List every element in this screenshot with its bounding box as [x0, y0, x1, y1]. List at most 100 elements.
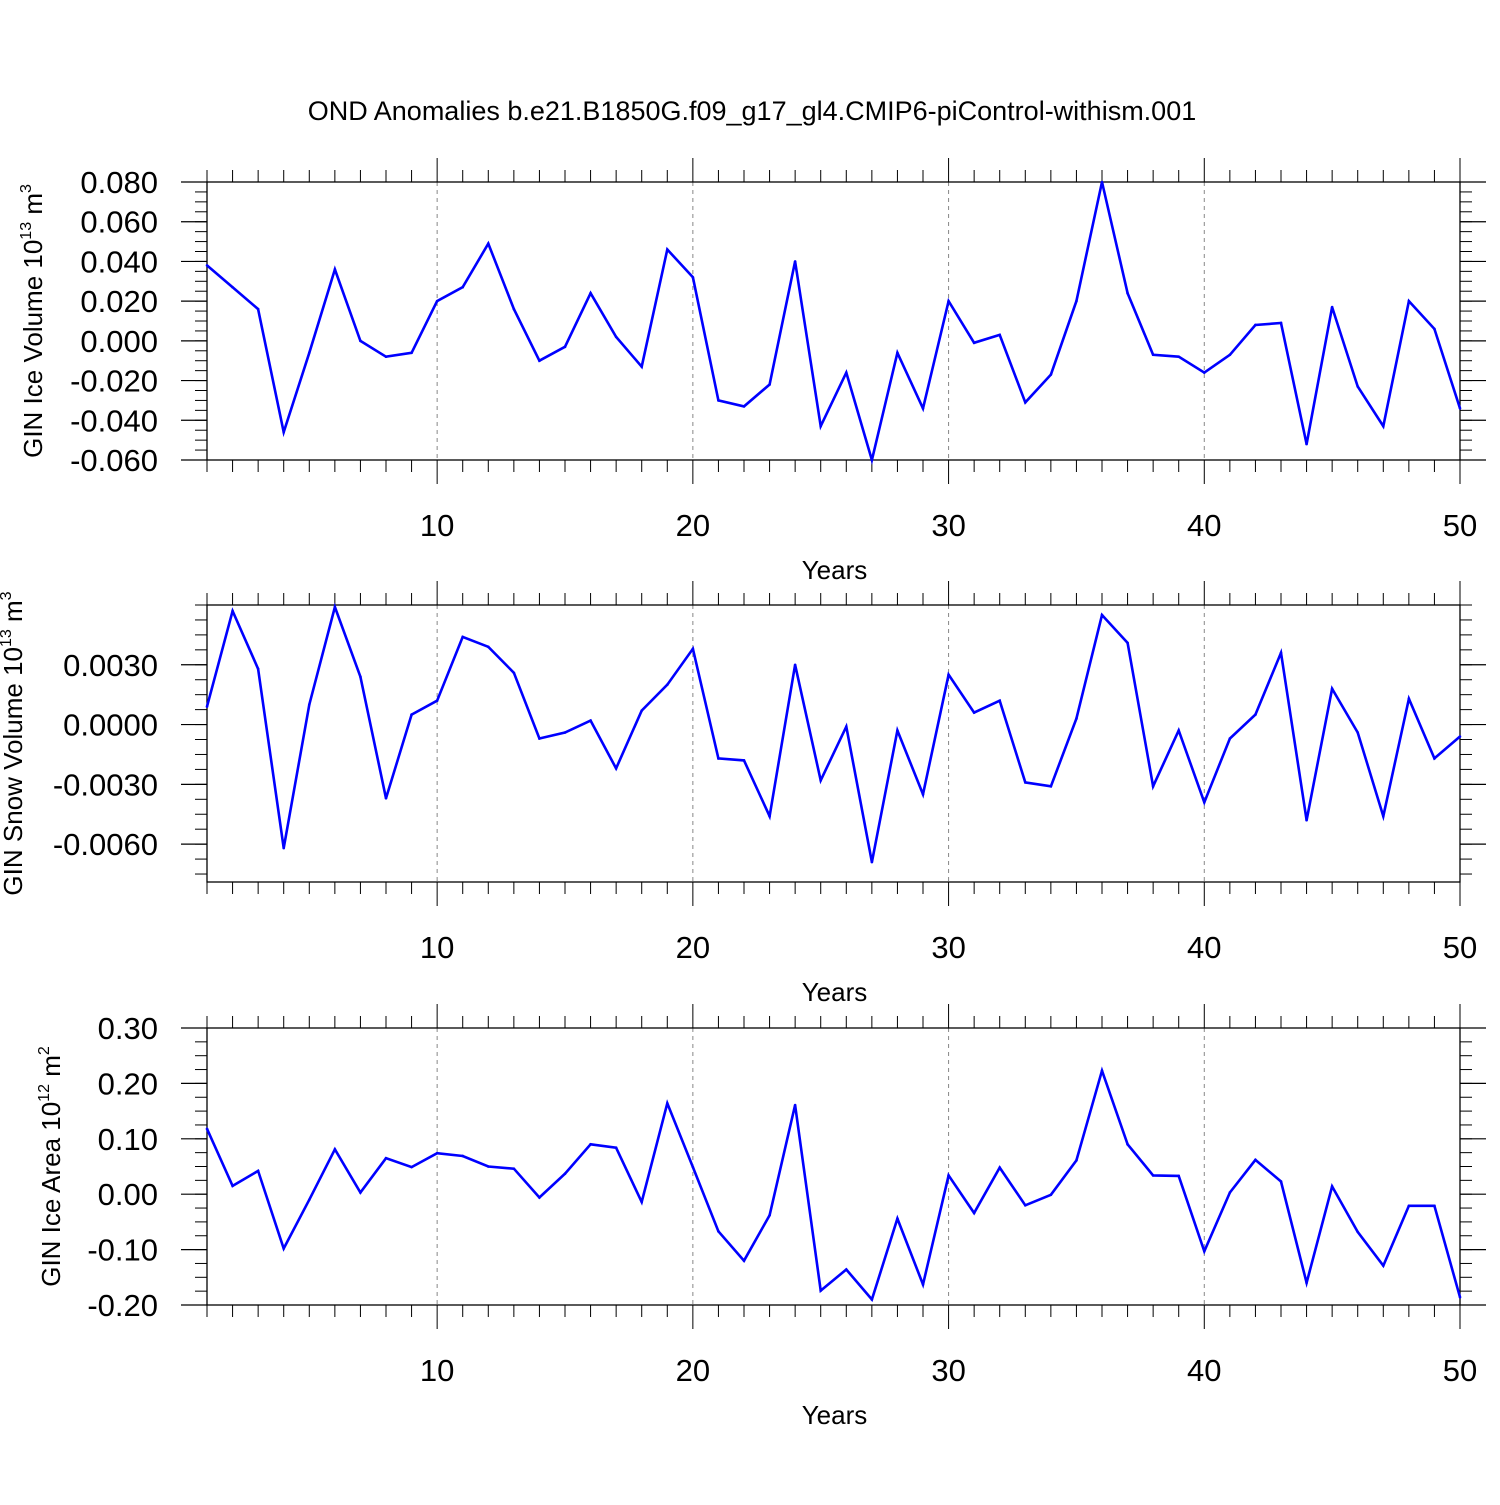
data-point	[870, 860, 874, 864]
panel-1: 10 20 30 40 50 -0.060 -0.040 -0.020 0.000 0.020 0.…	[18, 158, 1486, 585]
y-tick-label: 0.0030	[63, 648, 158, 683]
y-tick-label: 0.040	[80, 244, 158, 279]
data-point	[563, 731, 567, 734]
data-point	[947, 673, 950, 677]
data-point	[1177, 1174, 1181, 1178]
panel-3: 10 20 30 40 50 -0.20 -0.10 0.00 0.10 0.20 0.30 Year…	[36, 1004, 1486, 1430]
data-point	[384, 797, 388, 800]
data-point	[231, 1184, 234, 1188]
y-tick-label: -0.040	[70, 403, 158, 438]
data-point	[333, 1148, 337, 1151]
data-point	[1126, 291, 1129, 295]
y-axis-title-unit-exponent: 3	[0, 591, 15, 600]
data-point	[256, 667, 260, 671]
data-point	[538, 737, 541, 740]
data-point	[461, 635, 465, 639]
data-point	[819, 424, 823, 428]
data-point	[947, 1174, 950, 1177]
y-axis-title-unit: m	[36, 1055, 66, 1084]
y-axis-title-unit-exponent: 3	[18, 184, 35, 193]
plot-frame	[206, 604, 1461, 883]
y-tick-label: -0.0030	[53, 767, 158, 802]
data-point	[461, 1154, 465, 1158]
data-point	[972, 341, 976, 345]
data-point	[1407, 697, 1411, 700]
data-point	[947, 299, 950, 303]
x-tick-label: 30	[931, 930, 965, 965]
data-point	[512, 307, 516, 311]
y-axis-title-exponent: 13	[0, 629, 15, 647]
y-axis-title-unit: m	[0, 600, 28, 629]
data-point	[1177, 355, 1181, 359]
data-point	[1458, 1295, 1462, 1299]
data-point	[1228, 1191, 1232, 1194]
data-point	[1433, 1204, 1436, 1208]
x-tick-label: 50	[1443, 930, 1477, 965]
x-tick-label: 40	[1187, 930, 1221, 965]
data-point	[231, 285, 234, 289]
data-point	[896, 351, 899, 355]
x-tick-label: 20	[676, 508, 710, 543]
data-point	[333, 268, 337, 271]
data-point	[870, 1298, 874, 1301]
data-point	[1458, 407, 1462, 410]
data-point	[1049, 373, 1053, 376]
data-point	[1151, 353, 1155, 357]
data-point	[205, 264, 209, 267]
y-tick-label: -0.060	[70, 443, 158, 478]
data-point	[538, 1196, 541, 1199]
data-point	[486, 645, 490, 649]
data-point	[640, 1200, 644, 1204]
data-point	[1100, 180, 1104, 184]
data-point	[768, 383, 771, 386]
data-point	[333, 605, 337, 609]
data-point	[844, 371, 848, 374]
data-point	[384, 1156, 388, 1160]
data-point	[1458, 735, 1462, 738]
data-point	[972, 711, 976, 714]
y-axis-title-main: GIN Snow Volume 10	[0, 647, 28, 896]
data-point	[717, 399, 720, 402]
series-line	[206, 181, 1462, 466]
x-axis-title: Years	[802, 555, 868, 585]
data-point	[1049, 785, 1053, 788]
data-point	[742, 759, 746, 762]
data-point	[691, 647, 695, 651]
data-point	[435, 299, 439, 303]
data-point	[410, 713, 413, 716]
data-point	[307, 1198, 311, 1202]
data-point	[1075, 717, 1078, 720]
data-point	[1305, 818, 1308, 822]
data-point	[486, 242, 490, 245]
data-point	[461, 285, 465, 289]
data-point	[972, 1211, 976, 1215]
x-tick-label: 10	[420, 508, 454, 543]
data-point	[1356, 385, 1360, 388]
data-point	[1202, 1249, 1206, 1253]
data-point	[793, 1103, 797, 1107]
y-axis-title-unit: m	[18, 193, 48, 222]
data-point	[282, 430, 286, 434]
data-point	[844, 1268, 848, 1271]
data-point	[589, 719, 592, 722]
data-point	[691, 276, 695, 279]
data-point	[1279, 651, 1283, 655]
data-point	[793, 260, 797, 263]
data-point	[717, 1230, 720, 1233]
data-point	[1254, 1158, 1257, 1162]
data-point	[1100, 1069, 1104, 1072]
x-tick-label: 20	[676, 1353, 710, 1388]
y-tick-label: -0.20	[87, 1288, 158, 1323]
data-point	[614, 1146, 618, 1149]
data-point	[870, 458, 874, 462]
data-point	[205, 705, 209, 708]
data-point	[1023, 1203, 1027, 1207]
y-axis-title: GIN Ice Area 1012 m2	[36, 1046, 66, 1287]
data-point	[998, 333, 1002, 337]
data-point	[1254, 713, 1257, 716]
data-point	[768, 814, 771, 818]
y-tick-label: 0.0000	[63, 708, 158, 743]
data-point	[793, 663, 797, 667]
data-point	[1228, 353, 1232, 357]
